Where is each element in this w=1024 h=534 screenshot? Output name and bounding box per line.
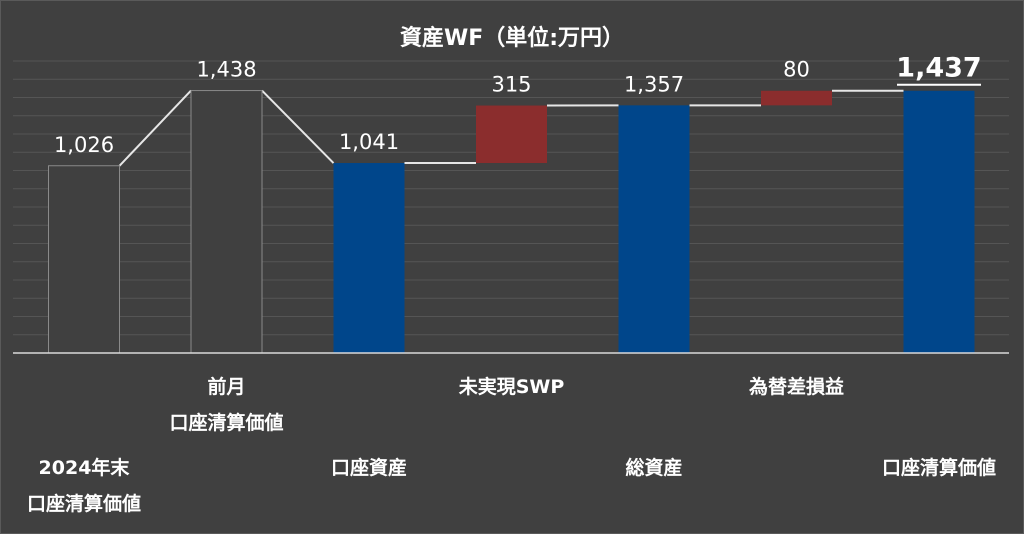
value-label-5: 1,357 (624, 72, 684, 96)
connector-line (118, 89, 192, 167)
connector-line (261, 89, 335, 164)
category-label-2: 前月 (207, 375, 245, 398)
category-label-5: 総資産 (625, 456, 682, 479)
category-label-1: 口座清算価値 (27, 492, 141, 515)
category-label-4: 未実現SWP (458, 375, 565, 398)
category-label-7: 口座清算価値 (882, 456, 996, 479)
category-label-3: 口座資産 (331, 456, 407, 479)
value-label-2: 1,438 (196, 58, 256, 82)
bar-6 (761, 90, 832, 106)
category-label-6: 為替差損益 (749, 375, 844, 398)
bar-1 (48, 165, 120, 354)
category-label-1: 2024年末 (39, 456, 131, 479)
bar-5 (618, 105, 690, 353)
value-label-7: 1,437 (896, 53, 981, 84)
chart-title: 資産WF（単位:万円） (400, 25, 624, 51)
value-label-6: 80 (783, 58, 810, 82)
bar-4 (476, 105, 547, 164)
value-label-1: 1,026 (54, 133, 114, 157)
bar-2 (190, 90, 263, 354)
value-label-4: 315 (491, 73, 531, 97)
value-label-3: 1,041 (339, 130, 399, 154)
category-label-2: 口座清算価値 (169, 411, 283, 434)
bar-7 (903, 90, 975, 353)
bar-3 (333, 163, 405, 353)
